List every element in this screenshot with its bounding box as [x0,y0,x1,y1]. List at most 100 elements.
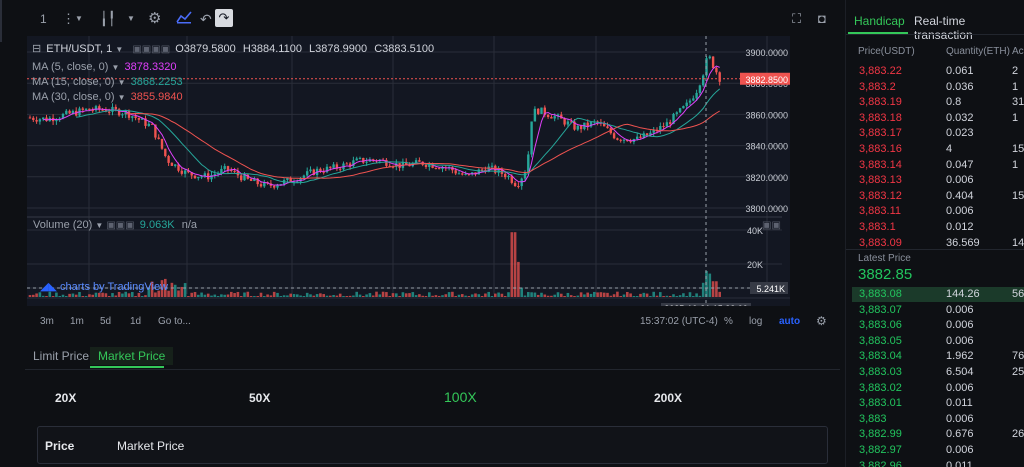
volume-bar [500,293,504,297]
leverage-100x[interactable]: 100X [444,389,477,405]
ma30-value: 3855.9840 [130,91,183,103]
pane-controls-icon[interactable]: ▣▣ [762,220,781,231]
settings-icon[interactable]: ⚙ [148,10,162,27]
bid-row[interactable]: 3,883.02 0.006 [859,381,1024,396]
volume-bar [236,291,240,297]
candle-body [170,162,174,166]
tab-realtime-transaction[interactable]: Real-time transaction [914,14,973,42]
volume-bar [543,294,547,297]
chevron-down-icon[interactable]: ▼ [127,14,135,23]
tab-handicap[interactable]: Handicap [854,14,905,28]
range-1d[interactable]: 1d [130,316,142,327]
bid-row[interactable]: 3,882.96 0.011 [859,459,1024,467]
ma30-label[interactable]: MA (30, close, 0) [32,91,115,103]
volume-bar [434,295,438,297]
range-3m[interactable]: 3m [40,316,54,327]
candle-body [507,175,510,178]
price-input-row[interactable]: Price Market Price [37,426,828,464]
ma5-label[interactable]: MA (5, close, 0) [32,61,109,73]
ask-row[interactable]: 3,883.13 0.006 [859,173,1024,188]
volume-na: n/a [181,219,198,231]
ask-row[interactable]: 3,883.22 0.061 2 [859,64,1024,79]
symbol-label[interactable]: ETH/USDT, 1 [46,43,113,55]
collapse-icon[interactable]: ⊟ [32,43,42,55]
ask-row[interactable]: 3,883.17 0.023 [859,126,1024,141]
ask-row[interactable]: 3,883.14 0.047 1 [859,158,1024,173]
bid-row[interactable]: 3,882.99 0.676 26 [859,427,1024,442]
ask-row[interactable]: 3,883.12 0.404 15 [859,189,1024,204]
tradingview-logo-icon: ◢◣ [40,281,57,293]
leverage-50x[interactable]: 50X [249,391,271,405]
tradingview-watermark[interactable]: ◢◣ charts by TradingView [40,281,169,293]
bid-row[interactable]: 3,883.08 144.26 560 [859,287,1024,302]
volume-axis-label: 40K [747,226,763,236]
bid-row[interactable]: 3,883.01 0.011 [859,396,1024,411]
volume-bar [421,295,424,297]
candle-body [38,119,42,122]
candle-body [174,164,177,166]
chart-settings-icon[interactable]: ⚙ [816,314,827,328]
chevron-down-icon[interactable]: ▼ [117,93,126,102]
ma15-label[interactable]: MA (15, close, 0) [32,76,115,88]
chevron-down-icon[interactable]: ▼ [111,63,120,72]
indicators-icon[interactable] [176,10,192,28]
range-1m[interactable]: 1m [70,316,84,327]
more-icon[interactable]: ⋮ [62,11,75,26]
auto-toggle[interactable]: auto [779,316,801,327]
ask-row[interactable]: 3,883.1 0.012 [859,220,1024,235]
volume-bar [249,296,253,297]
tab-limit-price[interactable]: Limit Price [33,349,90,363]
volume-bar [94,292,98,297]
candle-body [622,139,626,141]
ask-row[interactable]: 3,883.09 36.569 142 [859,236,1024,251]
chevron-down-icon[interactable]: ▼ [117,78,126,87]
ask-row[interactable]: 3,883.19 0.8 31 [859,95,1024,110]
candle-body [619,139,622,141]
bid-row[interactable]: 3,883.07 0.006 [859,303,1024,318]
candle-type-icon[interactable]: ╽╿ [100,11,116,26]
chevron-down-icon[interactable]: ▼ [75,14,83,23]
bid-row[interactable]: 3,883.04 1.962 76 [859,349,1024,364]
camera-icon[interactable]: ◘ [818,11,826,26]
leverage-200x[interactable]: 200X [654,391,683,405]
volume-bar [263,296,266,297]
bid-price: 3,882.97 [859,444,902,456]
volume-bar [616,291,619,297]
goto-button[interactable]: Go to... [158,316,191,327]
fullscreen-icon[interactable]: ⛶ [792,11,802,26]
ask-row[interactable]: 3,883.18 0.032 1 [859,111,1024,126]
volume-bar [576,295,580,297]
leverage-20x[interactable]: 20X [55,391,77,405]
ask-price: 3,883.19 [859,96,902,109]
price-label: Price [45,439,75,453]
volume-bar [718,291,721,297]
bid-row[interactable]: 3,883.06 0.006 [859,318,1024,333]
range-5d[interactable]: 5d [100,316,112,327]
volume-bar [193,292,197,297]
bid-row[interactable]: 3,883.03 6.504 252 [859,365,1024,380]
legend-action-icons[interactable]: ▣▣▣▣ [132,44,171,55]
bid-row[interactable]: 3,882.97 0.006 [859,443,1024,458]
redo-icon[interactable]: ↷ [215,9,233,27]
volume-bar [167,290,170,297]
chevron-down-icon[interactable]: ▼ [115,45,124,54]
candle-body [695,92,698,99]
price-chart[interactable]: 3900.00003880.00003860.00003840.00003820… [27,36,790,315]
percent-toggle[interactable]: % [724,316,733,327]
ask-accumulated: 1 [1012,111,1019,124]
volume-label[interactable]: Volume (20) [33,219,93,231]
ask-row[interactable]: 3,883.16 4 155 [859,142,1024,157]
volume-action-icons[interactable]: ▣▣▣ [106,220,135,231]
chevron-down-icon[interactable]: ▼ [95,221,104,230]
bid-row[interactable]: 3,883.05 0.006 [859,334,1024,349]
candle-body [210,175,213,180]
undo-icon[interactable]: ↶ [200,11,212,27]
interval-label[interactable]: 1 [40,12,47,26]
bid-row[interactable]: 3,883 0.006 [859,412,1024,427]
candle-body [98,106,101,110]
log-toggle[interactable]: log [749,316,763,327]
tab-market-price[interactable]: Market Price [90,347,174,365]
volume-bar [28,295,32,297]
ask-row[interactable]: 3,883.11 0.006 [859,204,1024,219]
ask-row[interactable]: 3,883.2 0.036 1 [859,80,1024,95]
